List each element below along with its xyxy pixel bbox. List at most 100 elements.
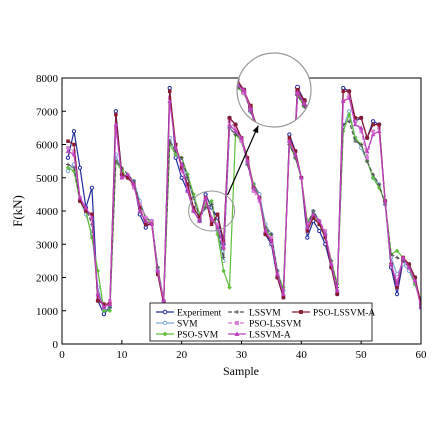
data-point [143, 218, 149, 223]
data-point [215, 212, 220, 217]
data-point [371, 172, 375, 177]
series-line [67, 93, 421, 309]
data-point [96, 299, 100, 303]
zoom-data-point [269, 157, 273, 161]
data-point [95, 268, 101, 274]
zoom-data-point [228, 72, 232, 76]
series-pso-lssvm-a [66, 89, 421, 306]
zoom-data-point [316, 162, 320, 166]
zoom-data-point [262, 136, 266, 140]
y-tick-label: 8000 [36, 73, 59, 85]
series-line [67, 90, 421, 305]
data-point [365, 156, 369, 160]
data-point [335, 292, 339, 296]
legend-label: LSSVM [249, 309, 281, 319]
data-point [114, 112, 118, 117]
data-point [72, 165, 76, 170]
data-point [317, 228, 322, 234]
data-point [179, 156, 184, 160]
data-point [371, 119, 376, 124]
data-point [185, 188, 190, 193]
data-point [263, 228, 268, 233]
legend-label: Experiment [177, 309, 222, 319]
zoom-data-point [282, 196, 287, 201]
data-point [406, 265, 412, 270]
data-point [65, 155, 71, 160]
data-point [107, 301, 113, 306]
legend-entry-lssvm: LSSVM [228, 309, 281, 319]
legend-label: PSO-LSSVM [249, 320, 302, 330]
data-point [359, 142, 363, 147]
data-point [209, 222, 214, 227]
legend-label: LSSVM-A [249, 331, 291, 341]
data-point [233, 132, 238, 137]
zoom-data-point [289, 210, 293, 214]
data-point [131, 181, 137, 187]
data-point [108, 305, 112, 310]
data-point [179, 162, 184, 167]
data-point [281, 295, 286, 300]
zoom-data-point [308, 118, 311, 124]
zoom-data-point [262, 135, 267, 139]
data-point [221, 245, 226, 250]
legend-label: SVM [177, 320, 198, 330]
data-point [215, 232, 220, 237]
data-point [352, 122, 358, 127]
y-axis: 0 1000 2000 3000 4000 5000 6000 7000 8000 [36, 73, 66, 351]
data-point [347, 119, 351, 124]
data-point [365, 159, 369, 163]
data-point [257, 195, 262, 200]
zoom-data-point [269, 165, 273, 169]
zoom-data-point [282, 196, 287, 200]
data-point [173, 145, 178, 150]
legend-entry-experiment: Experiment [156, 309, 222, 319]
data-point [353, 139, 357, 143]
data-point [328, 261, 334, 266]
x-tick-label: 0 [59, 349, 65, 361]
x-tick-label: 20 [176, 349, 188, 361]
zoom-data-point [301, 100, 308, 106]
data-point [77, 165, 83, 170]
data-point [370, 175, 376, 180]
legend-marker [234, 331, 240, 336]
data-point [113, 122, 119, 127]
zoom-data-point [289, 212, 294, 216]
data-point [365, 136, 369, 140]
data-point [137, 208, 143, 213]
legend-box [149, 302, 373, 342]
data-point [275, 271, 280, 276]
data-point [334, 288, 340, 293]
zoom-data-point [237, 81, 240, 87]
data-point [269, 232, 274, 237]
data-point [316, 218, 322, 223]
y-tick-label: 6000 [36, 140, 59, 152]
zoom-data-point [316, 157, 320, 161]
zoom-data-point [315, 154, 320, 159]
data-point [305, 225, 310, 230]
data-point [65, 148, 71, 153]
data-point [233, 128, 238, 133]
data-point [394, 248, 400, 254]
data-point [71, 168, 77, 174]
legend-marker [299, 310, 303, 314]
data-point [149, 221, 155, 227]
data-point [101, 305, 107, 310]
data-point [358, 125, 364, 130]
series-pso-lssvm [66, 92, 421, 310]
data-point [144, 222, 148, 227]
data-point [371, 122, 375, 127]
zoom-data-point [247, 105, 254, 111]
data-point [251, 185, 256, 190]
legend-entry-pso-lssvm: PSO-LSSVM [228, 320, 302, 330]
x-axis-label: Sample [223, 364, 259, 378]
zoom-arrow [227, 125, 259, 196]
legend-entry-pso-svm: PSO-SVM [156, 331, 219, 341]
data-point [71, 129, 77, 134]
y-tick-label: 5000 [36, 173, 59, 185]
series-experiment [65, 85, 421, 317]
zoom-data-point [275, 164, 280, 169]
data-point [221, 255, 226, 260]
data-point [71, 152, 77, 157]
data-point [245, 158, 250, 163]
